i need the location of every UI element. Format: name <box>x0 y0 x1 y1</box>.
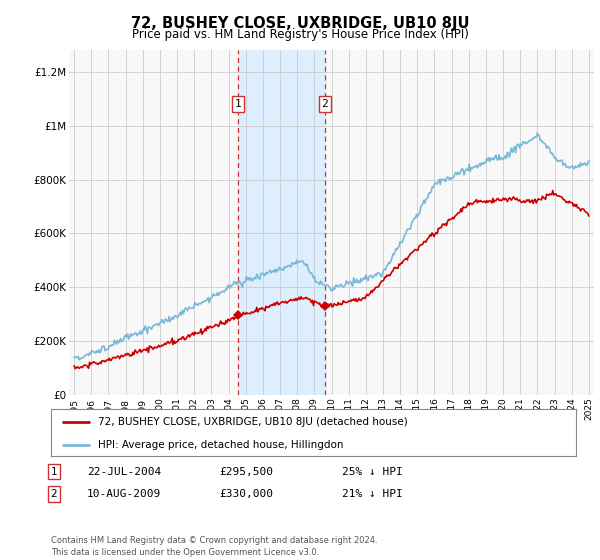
Text: HPI: Average price, detached house, Hillingdon: HPI: Average price, detached house, Hill… <box>98 440 344 450</box>
Text: 72, BUSHEY CLOSE, UXBRIDGE, UB10 8JU: 72, BUSHEY CLOSE, UXBRIDGE, UB10 8JU <box>131 16 469 31</box>
Text: 22-JUL-2004: 22-JUL-2004 <box>87 466 161 477</box>
Text: 2: 2 <box>322 99 328 109</box>
Text: 1: 1 <box>50 466 58 477</box>
Text: £295,500: £295,500 <box>219 466 273 477</box>
Text: 72, BUSHEY CLOSE, UXBRIDGE, UB10 8JU (detached house): 72, BUSHEY CLOSE, UXBRIDGE, UB10 8JU (de… <box>98 417 408 427</box>
Text: 10-AUG-2009: 10-AUG-2009 <box>87 489 161 499</box>
Text: 1: 1 <box>235 99 241 109</box>
Text: Contains HM Land Registry data © Crown copyright and database right 2024.
This d: Contains HM Land Registry data © Crown c… <box>51 536 377 557</box>
Text: £330,000: £330,000 <box>219 489 273 499</box>
Text: 2: 2 <box>50 489 58 499</box>
Text: Price paid vs. HM Land Registry's House Price Index (HPI): Price paid vs. HM Land Registry's House … <box>131 28 469 41</box>
Text: 21% ↓ HPI: 21% ↓ HPI <box>342 489 403 499</box>
Bar <box>238 50 325 395</box>
Text: 25% ↓ HPI: 25% ↓ HPI <box>342 466 403 477</box>
